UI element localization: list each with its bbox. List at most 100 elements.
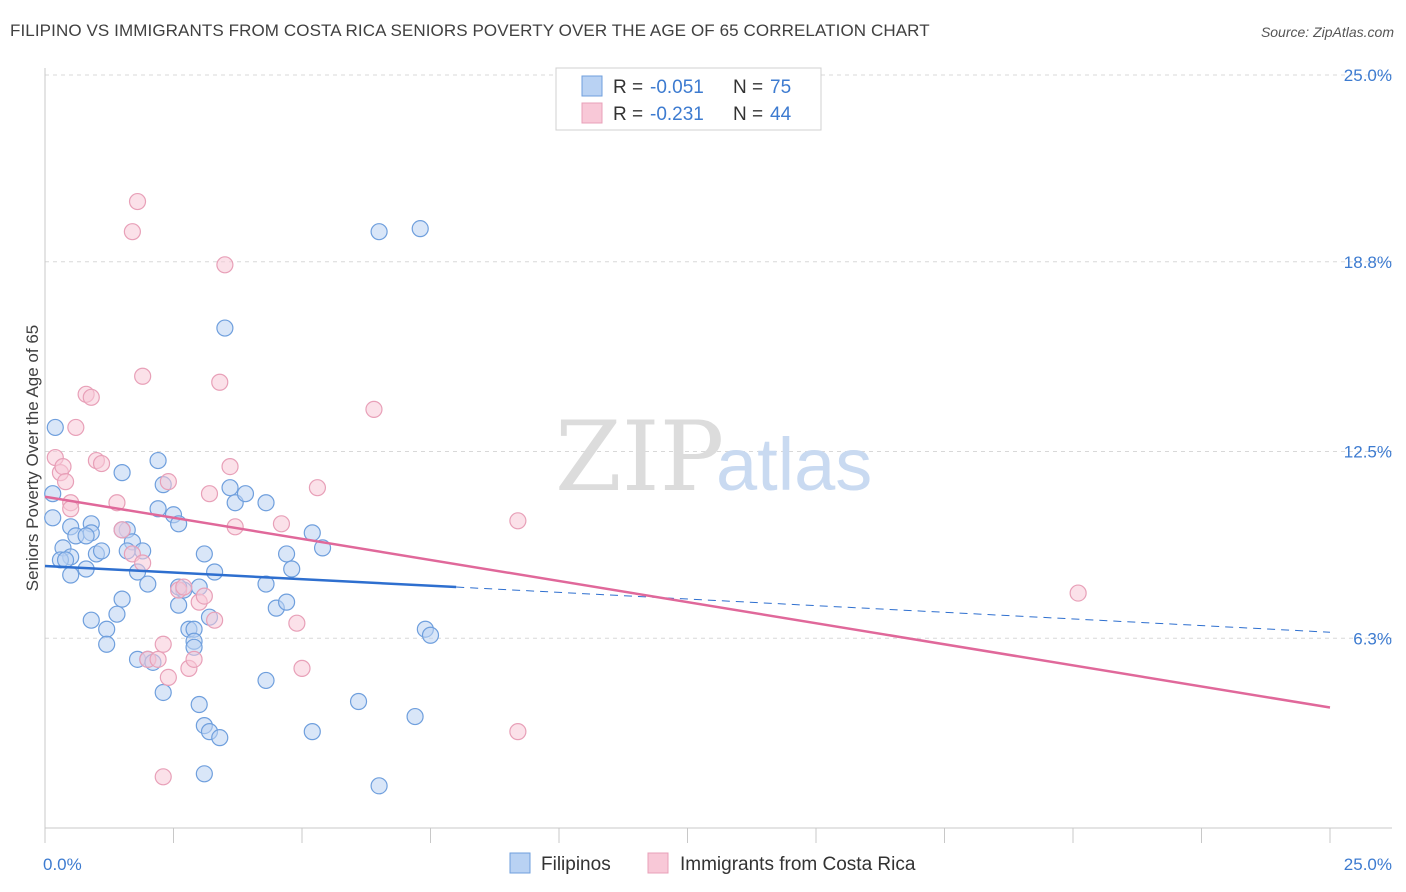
- data-point: [303, 723, 321, 741]
- data-point: [195, 587, 213, 605]
- data-point: [370, 777, 388, 795]
- data-point: [170, 596, 188, 614]
- data-point: [365, 400, 383, 418]
- watermark-zip: ZIP: [555, 401, 724, 513]
- data-point: [206, 611, 224, 629]
- data-point: [154, 635, 172, 653]
- data-point: [421, 626, 440, 644]
- data-point: [134, 554, 152, 572]
- data-point: [257, 575, 275, 593]
- x-tick-label: 0.0%: [43, 855, 82, 874]
- data-point: [221, 479, 239, 497]
- y-tick-label: 6.3%: [1353, 629, 1392, 648]
- data-point: [128, 192, 147, 211]
- y-axis-label: Seniors Poverty Over the Age of 65: [23, 325, 42, 591]
- series-costa-rica-points: [46, 192, 1087, 786]
- data-point: [77, 527, 95, 545]
- watermark-atlas: atlas: [716, 423, 872, 506]
- data-point: [54, 457, 72, 476]
- data-point: [283, 560, 301, 578]
- series-legend: Filipinos Immigrants from Costa Rica: [509, 852, 916, 875]
- data-point: [211, 729, 229, 747]
- data-point: [349, 692, 368, 711]
- data-point: [92, 454, 111, 473]
- data-point: [149, 650, 167, 668]
- data-point: [221, 457, 239, 476]
- legend-n-value-1: 75: [770, 77, 791, 98]
- data-point: [272, 515, 291, 533]
- bottom-legend-swatch-filipinos: [509, 852, 531, 874]
- data-point: [113, 590, 131, 608]
- data-point: [236, 485, 255, 503]
- data-point: [211, 373, 229, 391]
- data-point: [149, 500, 167, 518]
- data-point: [56, 473, 75, 491]
- data-point: [257, 494, 275, 512]
- y-tick-label: 18.8%: [1344, 253, 1392, 272]
- trend-lines: [44, 495, 1331, 709]
- data-point: [509, 723, 527, 741]
- watermark: ZIP atlas: [555, 401, 872, 513]
- data-point: [139, 575, 157, 593]
- data-point: [200, 485, 219, 503]
- data-point: [82, 611, 100, 629]
- data-point: [195, 545, 213, 563]
- y-tick-label: 25.0%: [1344, 66, 1392, 85]
- data-point: [154, 683, 172, 702]
- data-point: [154, 768, 172, 786]
- data-point: [113, 521, 131, 539]
- bottom-legend-filipinos: Filipinos: [541, 854, 611, 875]
- chart-title: FILIPINO VS IMMIGRANTS FROM COSTA RICA S…: [10, 21, 930, 40]
- legend-swatch-blue: [581, 75, 603, 97]
- data-point: [411, 220, 429, 238]
- data-point: [216, 319, 234, 337]
- data-point: [134, 367, 152, 385]
- trend-line-filipinos: [44, 564, 457, 589]
- legend-n-value-2: 44: [770, 104, 792, 125]
- data-point: [98, 620, 116, 638]
- data-point: [1069, 584, 1087, 602]
- data-point: [92, 542, 111, 560]
- grid-lines: [45, 74, 1392, 639]
- stats-legend: R = -0.051 N = 75 R = -0.231 N = 44: [555, 67, 822, 131]
- axes: [44, 68, 1392, 843]
- data-point: [149, 451, 167, 470]
- data-point: [288, 614, 306, 632]
- data-point: [370, 223, 388, 241]
- bottom-legend-costa-rica: Immigrants from Costa Rica: [680, 854, 916, 875]
- y-tick-label: 12.5%: [1344, 443, 1392, 462]
- data-point: [46, 418, 64, 437]
- data-point: [206, 563, 224, 581]
- data-point: [185, 650, 203, 668]
- data-point: [509, 512, 527, 530]
- y-tick-labels: 6.3% 12.5% 18.8% 25.0%: [1344, 66, 1392, 648]
- trend-line-filipinos-extension: [456, 586, 1331, 633]
- data-point: [98, 635, 116, 653]
- data-point: [293, 659, 311, 677]
- data-point: [82, 388, 100, 406]
- x-tick-label: 25.0%: [1344, 855, 1392, 874]
- legend-r-value-1: -0.051: [650, 77, 704, 98]
- data-point: [277, 545, 296, 563]
- data-point: [108, 605, 126, 623]
- legend-r-label-1: R =: [613, 77, 643, 98]
- data-point: [62, 566, 80, 584]
- x-tick-labels: 0.0% 25.0%: [43, 855, 1392, 874]
- data-point: [62, 500, 80, 518]
- data-point: [123, 223, 141, 241]
- data-point: [190, 695, 208, 714]
- legend-r-value-2: -0.231: [650, 104, 704, 125]
- data-point: [216, 256, 234, 274]
- data-point: [277, 593, 296, 611]
- data-point: [308, 479, 327, 497]
- legend-swatch-pink: [581, 102, 603, 124]
- legend-n-label-1: N =: [733, 77, 763, 98]
- data-point: [159, 668, 177, 687]
- chart-source: Source: ZipAtlas.com: [1260, 24, 1394, 40]
- data-point: [44, 509, 62, 527]
- data-point: [159, 473, 177, 491]
- data-point: [406, 707, 424, 726]
- trend-line-costa-rica: [44, 495, 1331, 709]
- legend-r-label-2: R =: [613, 104, 643, 125]
